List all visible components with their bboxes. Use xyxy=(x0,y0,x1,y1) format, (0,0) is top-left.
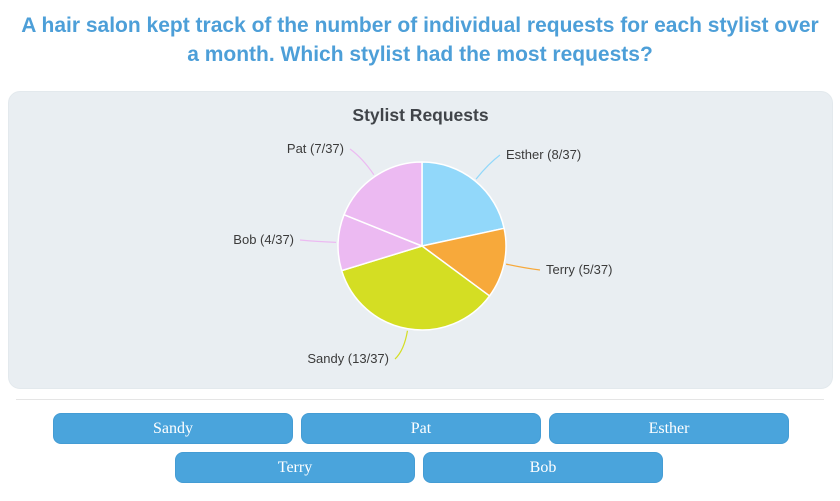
divider-line xyxy=(16,399,824,400)
pie-leader-esther xyxy=(475,154,501,180)
answers-row-2: Terry Bob xyxy=(175,452,663,483)
pie-chart: Esther (8/37) Terry (5/37) Sandy (13/37) Bo… xyxy=(233,141,612,366)
pie-slice-pat xyxy=(343,161,423,247)
question-line-2: a month. Which stylist had the most requ… xyxy=(187,43,653,66)
pie-slice-terry xyxy=(421,227,507,297)
pie-label-bob: Bob (4/37) xyxy=(233,232,294,247)
answer-button-bob[interactable]: Bob xyxy=(423,452,663,483)
pie-leader-pat xyxy=(349,148,375,176)
pie-label-sandy: Sandy (13/37) xyxy=(307,351,389,366)
answer-button-pat[interactable]: Pat xyxy=(301,413,541,444)
question-title: A hair salon kept track of the number of… xyxy=(0,0,840,69)
question-line-1: A hair salon kept track of the number of… xyxy=(21,14,819,37)
pie-leader-terry xyxy=(505,263,541,271)
answer-button-terry[interactable]: Terry xyxy=(175,452,415,483)
pie-label-terry: Terry (5/37) xyxy=(546,262,612,277)
pie-slice-sandy xyxy=(340,245,491,331)
pie-label-pat: Pat (7/37) xyxy=(287,141,344,156)
answers-row-1: Sandy Pat Esther xyxy=(53,413,789,444)
chart-title: Stylist Requests xyxy=(352,105,489,125)
chart-panel: Esther (8/37) Terry (5/37) Sandy (13/37) Bo… xyxy=(8,91,833,389)
pie-leader-sandy xyxy=(394,330,409,360)
pie-slice-esther xyxy=(421,161,505,247)
pie-label-esther: Esther (8/37) xyxy=(506,147,581,162)
answer-button-esther[interactable]: Esther xyxy=(549,413,789,444)
pie-leader-bob xyxy=(299,239,337,243)
answer-button-sandy[interactable]: Sandy xyxy=(53,413,293,444)
